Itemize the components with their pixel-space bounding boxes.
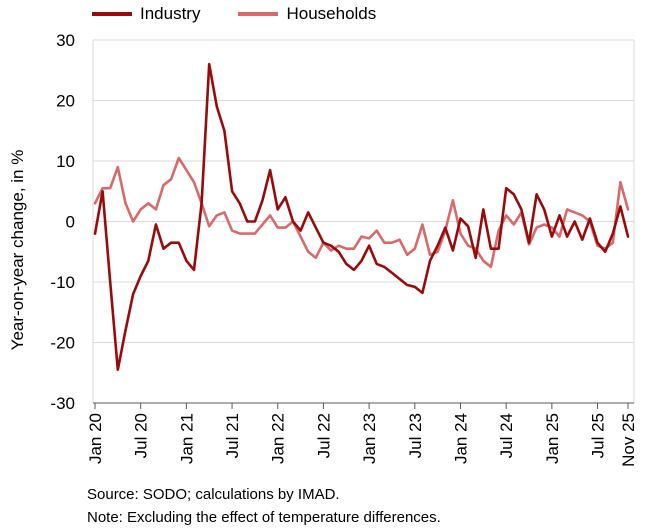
- series-line-industry: [93, 62, 630, 372]
- legend-swatch-industry: [92, 12, 132, 16]
- legend-swatch-households: [238, 12, 279, 16]
- y-tick-label: -10: [50, 273, 75, 292]
- x-tick-label: Jul 22: [314, 413, 333, 458]
- x-tick-label: Nov 25: [619, 413, 638, 467]
- x-tick-label: Jan 24: [451, 413, 470, 464]
- x-tick-label: Jan 23: [360, 413, 379, 464]
- x-tick-label: Jan 20: [86, 413, 105, 464]
- legend-label-households: Households: [286, 4, 377, 23]
- y-tick-label: -30: [50, 394, 75, 413]
- x-tick-label: Jul 21: [223, 413, 242, 458]
- y-axis-label: Year-on-year change, in %: [8, 150, 27, 351]
- chart-legend: Industry Households: [92, 4, 376, 24]
- x-axis: Jan 20 Jul 20 Jan 21 Jul 21 Jan 22 Jul 22 Jan …: [86, 402, 638, 467]
- y-tick-label: 0: [66, 213, 75, 232]
- y-tick-label: -20: [50, 334, 75, 353]
- series-lines: [93, 62, 630, 372]
- series-line-households: [93, 156, 630, 269]
- x-tick-label: Jul 24: [497, 413, 516, 458]
- x-tick-label: Jan 25: [543, 413, 562, 464]
- gridlines: [92, 39, 635, 404]
- y-tick-label: 30: [56, 31, 75, 50]
- line-chart: 30 20 10 0 -10 -20 -30 Jan 20 Jul 20 Jan 21 Jul 2…: [8, 31, 638, 467]
- x-tick-label: Jul 23: [406, 413, 425, 458]
- footnote-note: Note: Excluding the effect of temperatur…: [87, 509, 441, 526]
- legend-item-households: Households: [238, 4, 376, 24]
- x-tick-label: Jan 22: [269, 413, 288, 464]
- source-note: Source: SODO; calculations by IMAD.: [87, 486, 340, 503]
- x-tick-label: Jan 21: [177, 413, 196, 464]
- legend-label-industry: Industry: [140, 4, 201, 23]
- y-tick-label: 20: [56, 92, 75, 111]
- y-axis-ticks: 30 20 10 0 -10 -20 -30: [50, 31, 75, 413]
- y-tick-label: 10: [56, 152, 75, 171]
- legend-item-industry: Industry: [92, 4, 200, 24]
- x-tick-label: Jul 25: [589, 413, 608, 458]
- x-tick-label: Jul 20: [132, 413, 151, 458]
